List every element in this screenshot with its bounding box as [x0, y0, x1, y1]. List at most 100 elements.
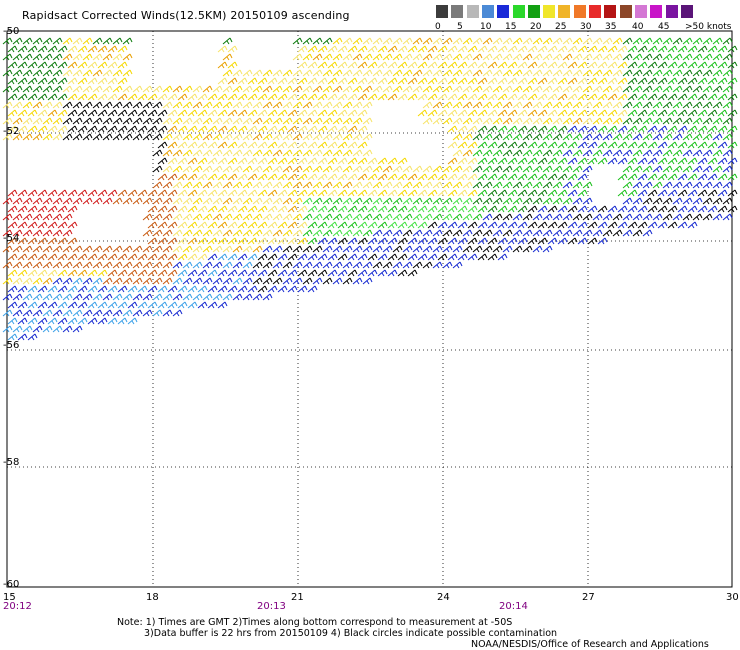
wind-barb — [587, 125, 598, 133]
wind-barb — [252, 85, 263, 93]
wind-barb — [377, 173, 388, 181]
wind-barb — [267, 125, 278, 133]
wind-barb — [232, 69, 243, 77]
wind-barb — [637, 189, 648, 197]
wind-barb — [352, 101, 363, 109]
wind-barb — [517, 109, 528, 117]
wind-barb — [482, 245, 493, 253]
wind-barb — [7, 45, 18, 53]
wind-barb — [687, 93, 698, 101]
wind-barb — [107, 45, 118, 53]
wind-barb — [142, 277, 153, 285]
wind-barb — [517, 221, 528, 229]
wind-barb — [627, 221, 638, 229]
wind-barb — [607, 205, 618, 213]
wind-barb — [537, 77, 548, 85]
wind-barb — [622, 117, 633, 125]
wind-barb — [302, 149, 313, 157]
wind-barb — [587, 77, 598, 85]
wind-barb — [397, 269, 408, 277]
wind-barb — [17, 253, 28, 261]
wind-barb — [382, 85, 393, 93]
wind-barb — [667, 93, 678, 101]
wind-barb — [472, 197, 483, 205]
wind-barb — [362, 261, 373, 269]
wind-barb — [192, 277, 203, 285]
wind-barb — [577, 141, 588, 149]
wind-barb — [412, 213, 423, 221]
wind-barb — [527, 93, 538, 101]
wind-barb — [477, 189, 488, 197]
wind-barb — [107, 189, 118, 197]
wind-barb — [147, 269, 158, 277]
wind-barb — [677, 109, 688, 117]
wind-barb — [597, 221, 608, 229]
wind-barb — [497, 141, 508, 149]
wind-barb — [607, 61, 618, 69]
wind-barb — [122, 117, 133, 125]
wind-barb — [27, 189, 38, 197]
wind-barb — [82, 133, 93, 141]
wind-barb — [557, 189, 568, 197]
wind-barb — [97, 285, 108, 293]
wind-barb — [462, 117, 473, 125]
wind-barb — [547, 77, 558, 85]
wind-barb — [212, 181, 223, 189]
wind-barb — [552, 85, 563, 93]
wind-barb — [467, 77, 478, 85]
wind-barb — [367, 237, 378, 245]
wind-barb — [322, 261, 333, 269]
wind-barb — [647, 173, 658, 181]
wind-barb — [227, 157, 238, 165]
wind-barb — [167, 237, 178, 245]
wind-barb — [257, 125, 268, 133]
wind-barb — [347, 45, 358, 53]
wind-barb — [97, 61, 108, 69]
wind-barb — [297, 77, 308, 85]
wind-barb — [117, 189, 128, 197]
wind-barb — [222, 229, 233, 237]
wind-barb — [202, 165, 213, 173]
wind-barb — [552, 213, 563, 221]
wind-barb — [27, 253, 38, 261]
wind-barb — [607, 45, 618, 53]
wind-barb — [112, 37, 123, 45]
wind-barb — [627, 93, 638, 101]
y-label-56: -56 — [3, 340, 20, 351]
wind-barb — [432, 85, 443, 93]
wind-barb — [192, 229, 203, 237]
wind-barb — [222, 101, 233, 109]
wind-barb — [147, 109, 158, 117]
wind-barb — [287, 269, 298, 277]
wind-barb — [232, 197, 243, 205]
wind-barb — [227, 173, 238, 181]
wind-barb — [507, 109, 518, 117]
wind-barb — [402, 197, 413, 205]
wind-barb — [482, 117, 493, 125]
wind-barb — [317, 141, 328, 149]
wind-barb — [227, 125, 238, 133]
wind-barb — [237, 269, 248, 277]
wind-barb — [12, 69, 23, 77]
wind-barb — [7, 77, 18, 85]
wind-barb — [582, 133, 593, 141]
wind-barb — [702, 197, 713, 205]
wind-barb — [102, 197, 113, 205]
wind-barb — [657, 221, 668, 229]
wind-barb — [437, 189, 448, 197]
wind-barb — [207, 93, 218, 101]
wind-barb — [27, 109, 38, 117]
wind-barb — [242, 165, 253, 173]
wind-barb — [377, 45, 388, 53]
wind-barb — [492, 85, 503, 93]
wind-barb — [652, 165, 663, 173]
wind-barb — [212, 197, 223, 205]
wind-barb — [22, 197, 33, 205]
wind-barb — [352, 165, 363, 173]
wind-barb — [17, 317, 28, 325]
wind-barb — [247, 77, 258, 85]
wind-barb — [192, 149, 203, 157]
wind-barb — [307, 157, 318, 165]
wind-barb — [697, 141, 708, 149]
wind-barb — [327, 237, 338, 245]
